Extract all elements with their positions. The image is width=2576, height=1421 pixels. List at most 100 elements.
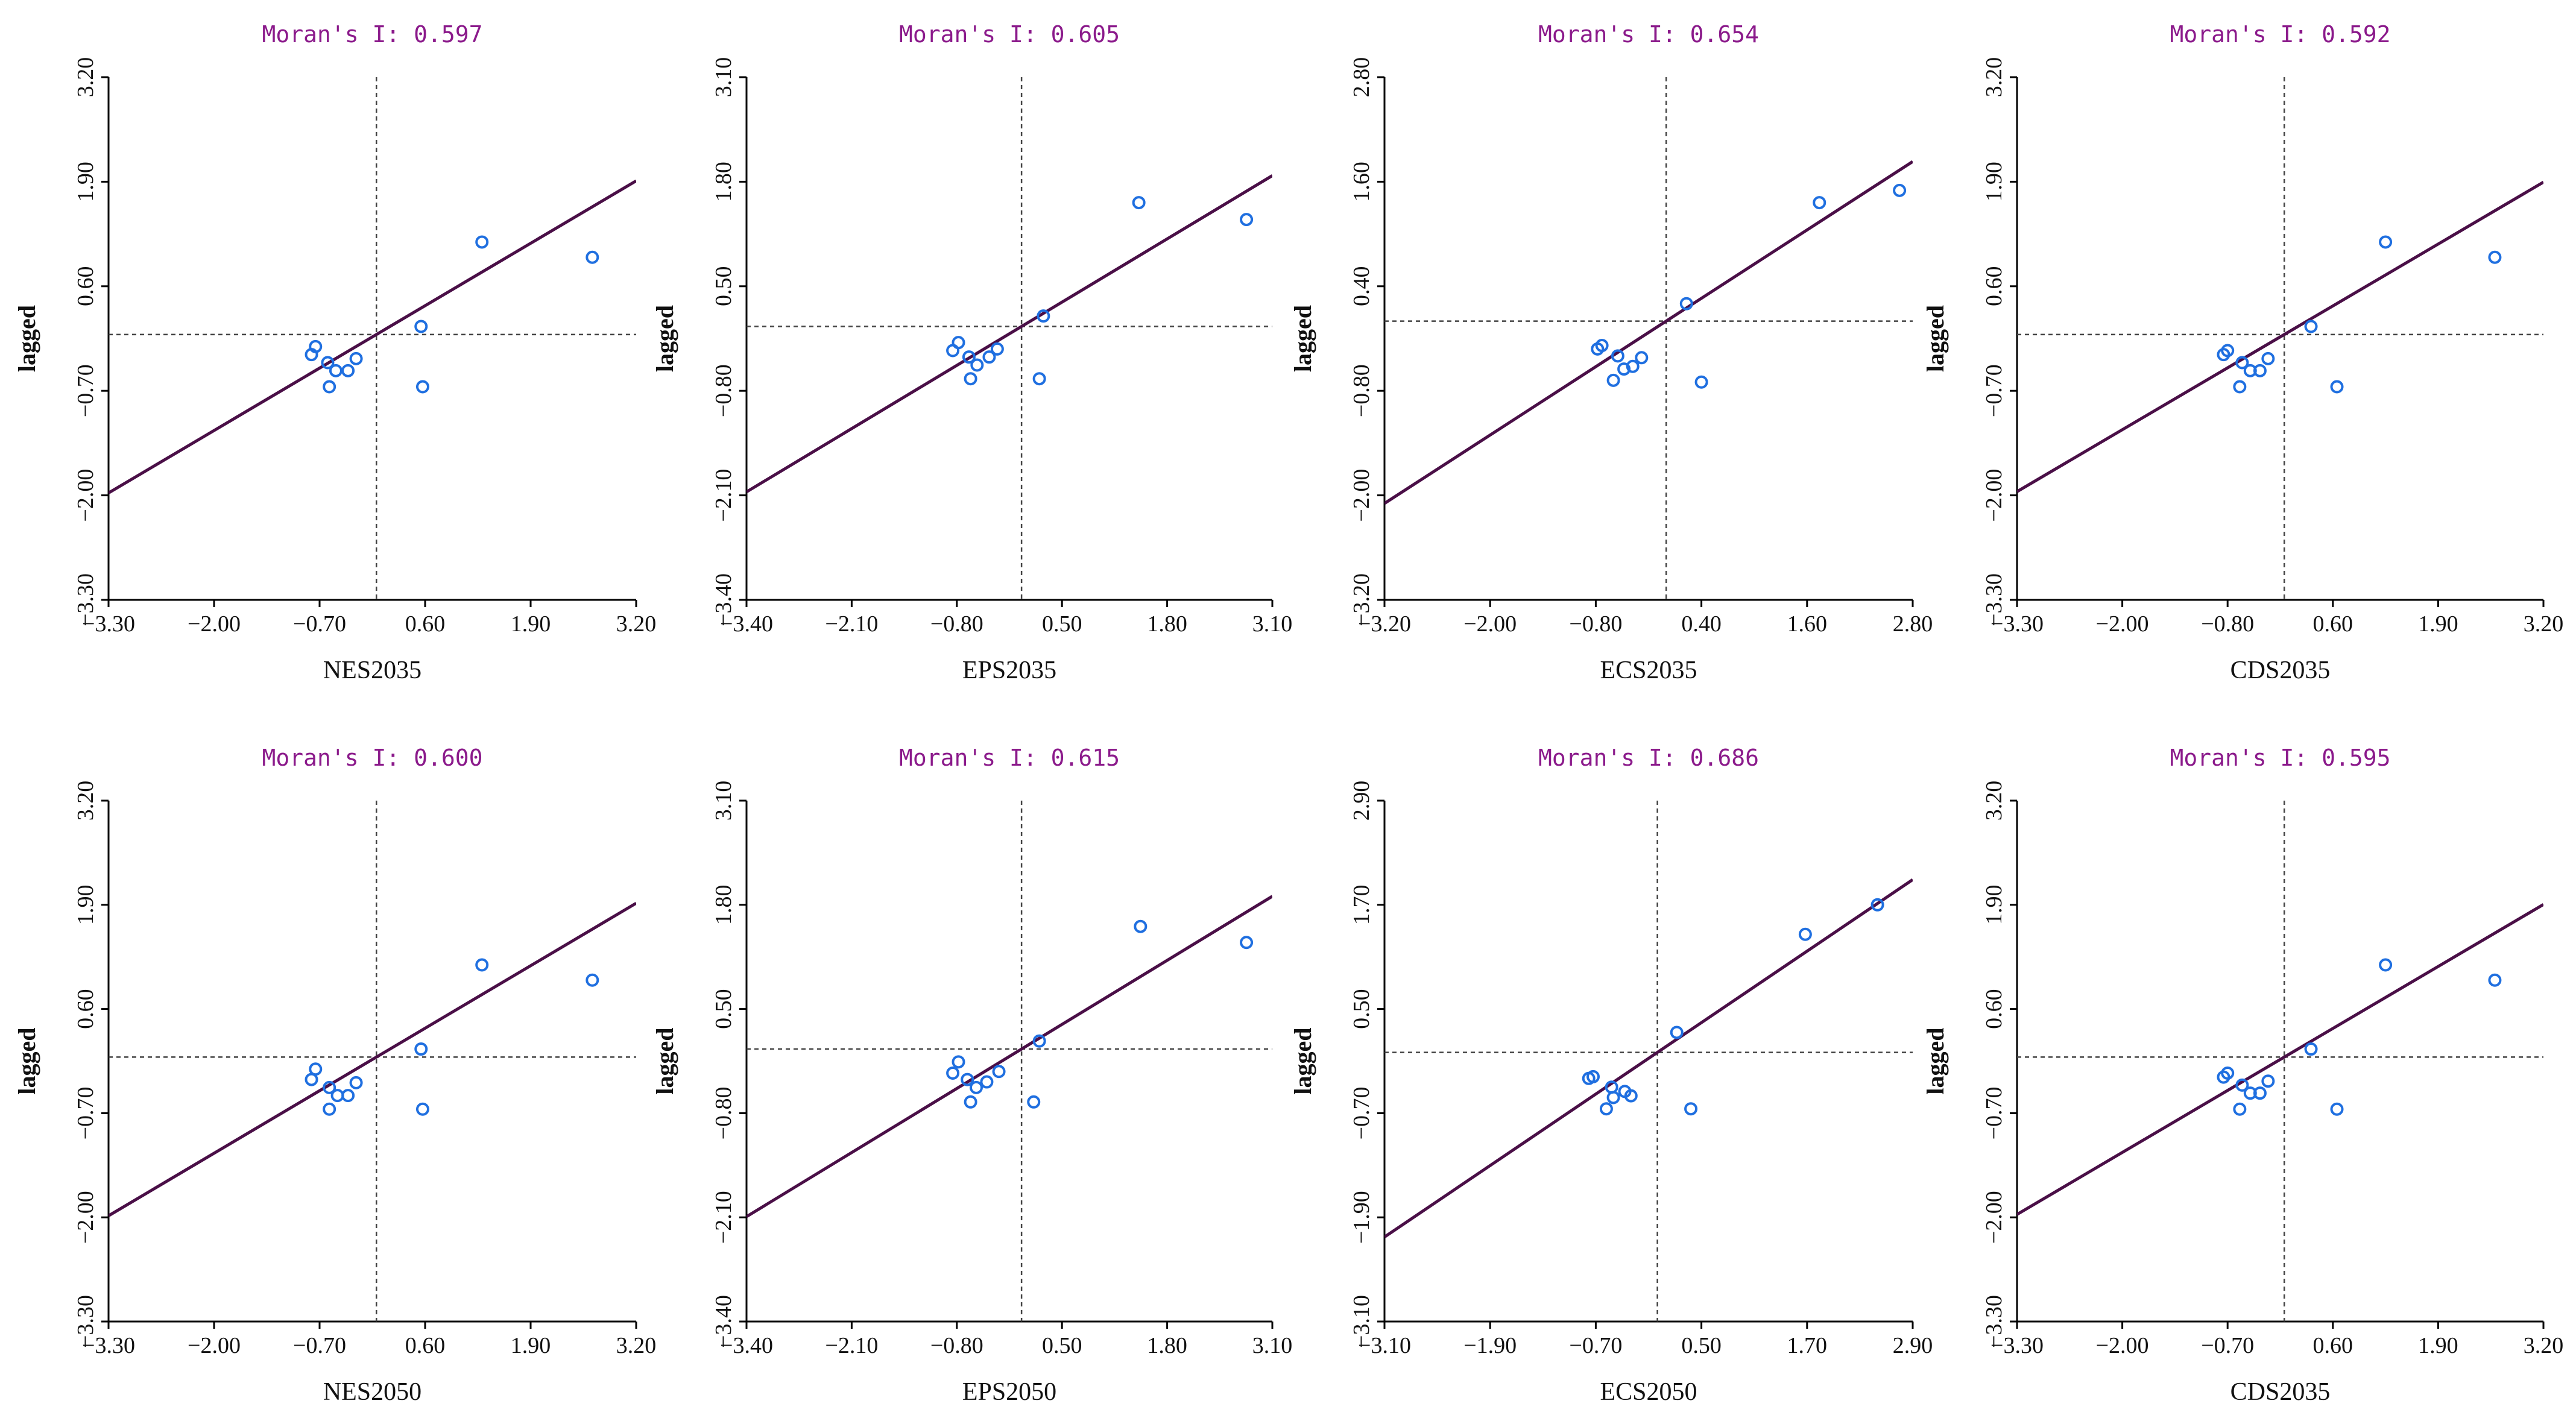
data-point xyxy=(2488,973,2502,987)
data-point xyxy=(2304,320,2318,333)
x-axis-label: NES2035 xyxy=(323,657,421,684)
y-tick-label: 0.50 xyxy=(711,266,736,307)
x-axis-label: NES2050 xyxy=(323,1378,421,1406)
regression-line xyxy=(109,179,636,494)
y-tick-label: 0.50 xyxy=(711,989,736,1029)
y-tick-label: 2.80 xyxy=(1349,57,1374,98)
scatter-panel: Moran's I: 0.597 −3.30 −2.00 −0.70 0.60 1.90 3… xyxy=(13,21,656,684)
data-point xyxy=(1134,919,1148,933)
data-point xyxy=(992,1065,1006,1079)
moran-title: Moran's I: 0.605 xyxy=(899,21,1120,48)
x-tick-label: −2.00 xyxy=(1463,611,1517,637)
data-point xyxy=(1037,309,1050,323)
y-axis-label: lagged xyxy=(1922,1027,1949,1094)
x-tick-label: −3.30 xyxy=(1990,611,2044,637)
y-tick-label: −2.00 xyxy=(73,1191,98,1244)
x-tick-label: −2.10 xyxy=(825,1333,878,1358)
y-tick-label: −0.80 xyxy=(711,364,736,417)
y-tick-label: −3.30 xyxy=(1981,1295,2007,1348)
y-tick-label: 1.90 xyxy=(1981,885,2007,925)
y-tick-label: 0.60 xyxy=(1981,989,2007,1029)
data-point xyxy=(952,336,965,350)
regression-line xyxy=(1384,160,1913,505)
x-tick-label: −2.00 xyxy=(188,611,241,637)
y-tick-label: 0.50 xyxy=(1349,989,1374,1029)
data-point xyxy=(309,1062,323,1076)
moran-title: Moran's I: 0.600 xyxy=(262,745,482,771)
scatter-panel: Moran's I: 0.615 −3.40 −2.10 −0.80 0.50 1.80 3… xyxy=(651,745,1292,1406)
regression-line xyxy=(1384,878,1913,1238)
regression-line xyxy=(2017,903,2543,1216)
y-tick-label: −2.10 xyxy=(711,1191,736,1244)
data-point xyxy=(964,372,977,386)
scatter-panel: Moran's I: 0.605 −3.40 −2.10 −0.80 0.50 1.80 3… xyxy=(651,21,1292,684)
x-tick-label: 1.90 xyxy=(511,611,551,637)
data-point xyxy=(1684,1102,1698,1116)
data-point xyxy=(349,1076,363,1089)
x-tick-label: −3.30 xyxy=(82,611,135,637)
x-axis-label: EPS2035 xyxy=(962,657,1056,684)
data-point xyxy=(414,1042,428,1056)
y-tick-label: 0.60 xyxy=(73,266,98,307)
x-tick-label: −1.90 xyxy=(1463,1333,1517,1358)
x-tick-label: −0.70 xyxy=(293,611,346,637)
data-point xyxy=(586,250,599,264)
data-point xyxy=(349,351,363,365)
x-tick-label: 3.10 xyxy=(1252,1333,1293,1358)
data-point xyxy=(1670,1026,1684,1039)
y-tick-label: 3.20 xyxy=(73,57,98,98)
x-tick-label: 0.60 xyxy=(405,1333,446,1358)
data-point xyxy=(2253,1086,2267,1100)
data-point xyxy=(1694,375,1708,389)
data-point xyxy=(1606,1091,1620,1104)
data-point xyxy=(2379,235,2393,249)
x-tick-label: −2.00 xyxy=(2096,611,2149,637)
x-axis-label: EPS2050 xyxy=(962,1378,1056,1406)
data-point xyxy=(962,350,976,364)
x-tick-label: 1.80 xyxy=(1147,1333,1187,1358)
data-point xyxy=(961,1073,974,1086)
x-tick-label: −3.10 xyxy=(1358,1333,1411,1358)
data-point xyxy=(341,1089,355,1103)
y-tick-label: −3.30 xyxy=(73,1295,98,1348)
y-tick-label: −0.80 xyxy=(711,1086,736,1139)
data-point xyxy=(1635,351,1649,365)
data-point xyxy=(1798,927,1812,941)
y-tick-label: 3.20 xyxy=(1981,57,2007,98)
y-tick-label: −0.70 xyxy=(73,1086,98,1139)
y-tick-label: 1.80 xyxy=(711,162,736,202)
x-axis-label: CDS2035 xyxy=(2230,1378,2331,1406)
x-tick-label: −0.70 xyxy=(2201,1333,2254,1358)
y-tick-label: −0.80 xyxy=(1349,364,1374,417)
moran-title: Moran's I: 0.654 xyxy=(1538,21,1759,48)
scatter-panel: Moran's I: 0.595 −3.30 −2.00 −0.70 0.60 1.90 3… xyxy=(1922,745,2563,1406)
x-tick-label: 3.10 xyxy=(1252,611,1293,637)
x-tick-label: −0.80 xyxy=(930,1333,983,1358)
data-point xyxy=(1132,196,1146,210)
data-point xyxy=(414,320,428,333)
y-tick-label: 3.20 xyxy=(73,781,98,821)
data-point xyxy=(982,350,996,364)
y-axis-label: lagged xyxy=(651,305,678,372)
data-point xyxy=(2379,958,2393,972)
x-tick-label: −0.70 xyxy=(1569,1333,1622,1358)
data-point xyxy=(2261,351,2275,365)
data-point xyxy=(952,1055,965,1069)
y-tick-label: −2.00 xyxy=(1981,1191,2007,1244)
data-point xyxy=(964,1095,977,1109)
x-tick-label: 0.60 xyxy=(2313,611,2353,637)
data-point xyxy=(323,380,336,394)
regression-line xyxy=(2017,180,2543,493)
moran-title: Moran's I: 0.592 xyxy=(2170,21,2390,48)
y-tick-label: −3.40 xyxy=(711,573,736,626)
data-point xyxy=(970,358,984,372)
data-point xyxy=(2488,250,2502,264)
y-tick-label: −2.00 xyxy=(1981,469,2007,522)
x-tick-label: −3.30 xyxy=(82,1333,135,1358)
x-tick-label: −3.40 xyxy=(720,611,773,637)
x-tick-label: −2.00 xyxy=(2096,1333,2149,1358)
y-axis-label: lagged xyxy=(1922,305,1949,372)
x-tick-label: 0.50 xyxy=(1042,611,1082,637)
data-point xyxy=(2330,380,2344,394)
x-tick-label: 0.60 xyxy=(405,611,446,637)
